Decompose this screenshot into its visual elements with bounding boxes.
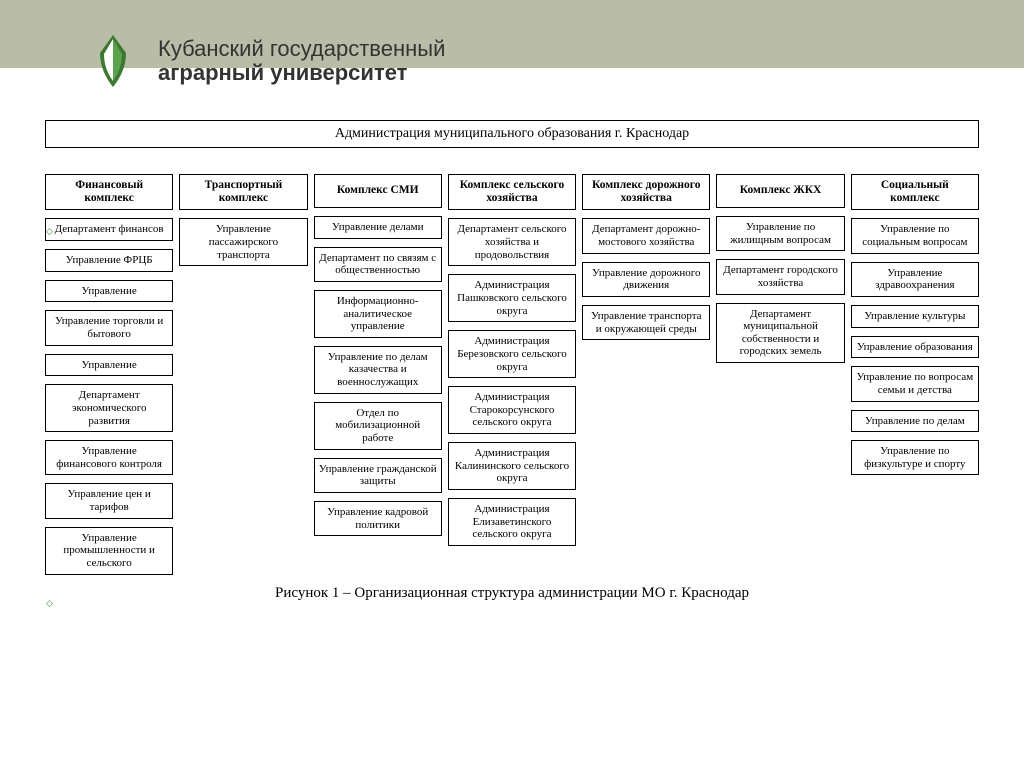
org-node: Управление цен и тарифов [45, 483, 173, 518]
org-node: Отдел по мобилизационной работе [314, 402, 442, 450]
column-head: Финансовый комплекс [45, 174, 173, 210]
org-node: Управление ФРЦБ [45, 249, 173, 272]
org-node: Департамент муниципальной собственности … [716, 303, 844, 364]
org-node: Управление пассажирского транспорта [179, 218, 307, 266]
org-node: Управление [45, 280, 173, 303]
org-node: Администрация Старокорсунского сельского… [448, 386, 576, 434]
org-node: Администрация Березовского сельского окр… [448, 330, 576, 378]
org-node: Администрация Елизаветинского сельского … [448, 498, 576, 546]
org-node: Управление дорожного движения [582, 262, 710, 297]
chart-column: Социальный комплекс Управление по социаль… [851, 174, 979, 575]
column-head: Комплекс дорожного хозяйства [582, 174, 710, 210]
org-node: Управление культуры [851, 305, 979, 328]
org-node: Управление по социальным вопросам [851, 218, 979, 253]
edit-marker-icon: ◇ [46, 226, 53, 237]
org-node: Управление образования [851, 336, 979, 359]
org-node: Департамент финансов [45, 218, 173, 241]
column-head: Транспортный комплекс [179, 174, 307, 210]
org-node: Департамент сельского хозяйства и продов… [448, 218, 576, 266]
university-logo-icon [90, 31, 136, 91]
org-node: Управление транспорта и окружающей среды [582, 305, 710, 340]
org-node: Департамент городского хозяйства [716, 259, 844, 294]
org-node: Департамент дорожно-мостового хозяйства [582, 218, 710, 253]
chart-column: Комплекс СМИ Управление делами Департамент… [314, 174, 442, 575]
org-node: Управление промышленности и сельского [45, 527, 173, 575]
column-head: Комплекс сельского хозяйства [448, 174, 576, 210]
org-node: Администрация Калининского сельского окр… [448, 442, 576, 490]
root-node: Администрация муниципального образования… [45, 120, 979, 148]
org-node: Департамент по связям с общественностью [314, 247, 442, 282]
org-node: Управление по делам казачества и военнос… [314, 346, 442, 394]
org-chart: Администрация муниципального образования… [0, 110, 1024, 602]
org-node: Управление по жилищным вопросам [716, 216, 844, 251]
org-node: Управление по физкультуре и спорту [851, 440, 979, 475]
org-node: Управление [45, 354, 173, 377]
org-node: Информационно-аналитическое управление [314, 290, 442, 338]
org-node: Управление по делам [851, 410, 979, 433]
uni-name-line1: Кубанский государственный [158, 37, 445, 61]
chart-caption: Рисунок 1 – Организационная структура ад… [45, 585, 979, 602]
org-node: Управление кадровой политики [314, 501, 442, 536]
edit-marker-icon: ◇ [46, 598, 53, 609]
chart-columns: Финансовый комплекс Департамент финансов У… [45, 174, 979, 575]
column-head: Комплекс ЖКХ [716, 174, 844, 208]
chart-column: Финансовый комплекс Департамент финансов У… [45, 174, 173, 575]
org-node: Управление финансового контроля [45, 440, 173, 475]
org-node: Администрация Пашковского сельского окру… [448, 274, 576, 322]
org-node: Управление гражданской защиты [314, 458, 442, 493]
org-node: Управление торговли и бытового [45, 310, 173, 345]
uni-name-line2: аграрный университет [158, 61, 445, 85]
org-node: Управление здравоохранения [851, 262, 979, 297]
chart-column: Комплекс ЖКХ Управление по жилищным вопро… [716, 174, 844, 575]
column-head: Социальный комплекс [851, 174, 979, 210]
header-band: Кубанский государственный аграрный униве… [0, 0, 1024, 110]
org-node: Управление делами [314, 216, 442, 239]
university-name: Кубанский государственный аграрный униве… [158, 37, 445, 85]
chart-column: Транспортный комплекс Управление пассажир… [179, 174, 307, 575]
chart-column: Комплекс сельского хозяйства Департамент … [448, 174, 576, 575]
org-node: Управление по вопросам семьи и детства [851, 366, 979, 401]
org-node: Департамент экономического развития [45, 384, 173, 432]
column-head: Комплекс СМИ [314, 174, 442, 208]
chart-column: Комплекс дорожного хозяйства Департамент … [582, 174, 710, 575]
